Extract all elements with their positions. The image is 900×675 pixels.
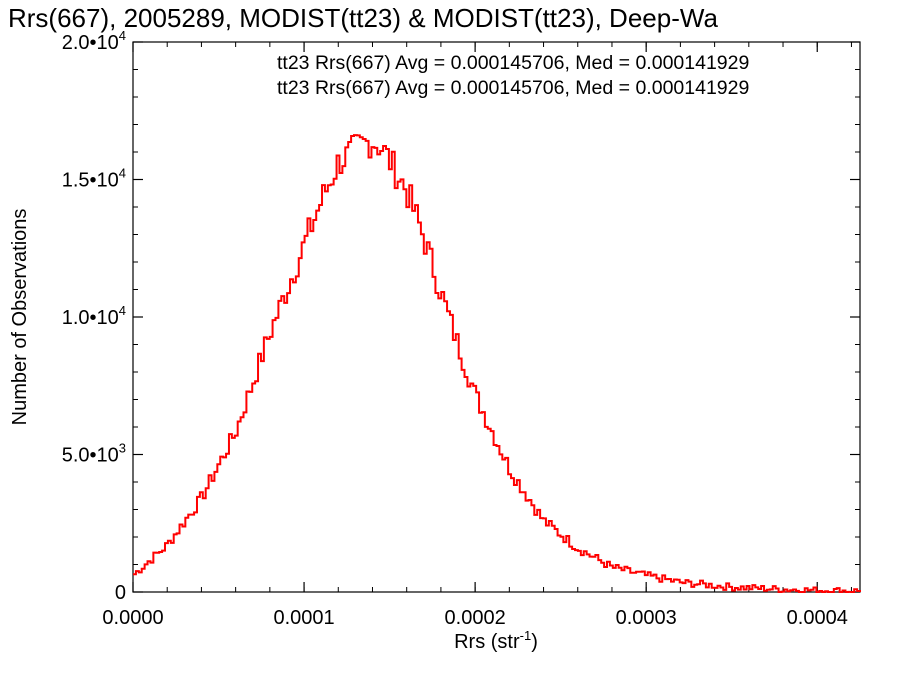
y-axis-label: Number of Observations: [9, 209, 31, 426]
x-tick-label: 0.0004: [787, 607, 848, 629]
x-axis-label: Rrs (str-1): [454, 628, 538, 653]
y-tick-label-exponent: 3: [119, 441, 126, 456]
x-axis-label-superscript: -1: [520, 628, 532, 643]
y-tick-label: 1.5•104: [62, 166, 126, 192]
y-tick-label: 0: [115, 582, 126, 604]
y-tick-label-exponent: 4: [119, 166, 126, 181]
legend-entry-black: tt23 Rrs(667) Avg = 0.000145706, Med = 0…: [277, 52, 749, 74]
y-tick-label-base: 1.5•10: [62, 170, 119, 192]
plot-frame: [132, 41, 861, 593]
chart-title: Rrs(667), 2005289, MODIST(tt23) & MODIST…: [8, 3, 718, 33]
y-tick-label-base: 2.0•10: [62, 32, 119, 54]
x-tick-label: 0.0000: [102, 607, 163, 629]
x-tick-label: 0.0002: [445, 607, 506, 629]
x-axis-ticks: 0.0000 0.0001 0.0002 0.0003 0.0004: [102, 42, 852, 629]
y-tick-label-base: 0: [115, 582, 126, 604]
y-tick-label-exponent: 4: [119, 303, 126, 318]
y-tick-label: 1.0•104: [62, 303, 126, 329]
histogram-series-line: [133, 134, 861, 593]
y-tick-label-exponent: 4: [119, 28, 126, 43]
legend-entry-red: tt23 Rrs(667) Avg = 0.000145706, Med = 0…: [277, 77, 749, 99]
y-tick-label: 5.0•103: [62, 441, 126, 467]
x-axis-label-close: ): [531, 631, 538, 653]
x-tick-label: 0.0003: [616, 607, 677, 629]
y-tick-label: 2.0•104: [62, 28, 126, 54]
y-tick-label-base: 1.0•10: [62, 307, 119, 329]
x-tick-label: 0.0001: [273, 607, 334, 629]
y-tick-label-base: 5.0•10: [62, 445, 119, 467]
x-axis-label-text: Rrs (str: [454, 631, 520, 653]
